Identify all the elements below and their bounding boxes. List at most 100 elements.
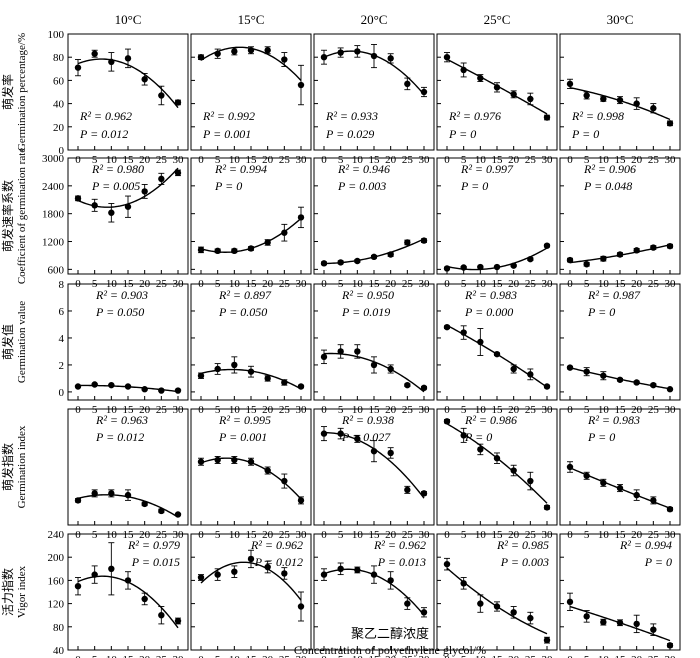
data-point (493, 263, 501, 271)
p-value-label: P = 0.005 (91, 179, 140, 193)
r-squared-label: R² = 0.998 (571, 109, 624, 123)
x-tick-label: 25 (525, 404, 537, 416)
data-point (91, 381, 98, 388)
x-tick-label: 25 (648, 529, 660, 541)
x-tick-label: 10 (106, 154, 118, 166)
data-point (174, 169, 182, 177)
x-tick-label: 15 (615, 529, 627, 541)
p-value-label: P = 0.019 (341, 305, 390, 319)
row-labels: 萌发率 Germination percentage/% 萌发速率系数 Coeffic… (0, 33, 28, 618)
x-tick-label: 0 (198, 654, 204, 658)
data-point (231, 568, 238, 575)
data-point (124, 55, 132, 62)
data-point (320, 353, 328, 361)
x-tick-label: 20 (508, 154, 520, 166)
p-value-label: P = 0.048 (583, 179, 632, 193)
data-point (566, 80, 574, 88)
data-point (214, 247, 221, 254)
data-point (493, 350, 501, 358)
data-point (281, 570, 288, 577)
x-tick-label: 0 (75, 654, 81, 658)
p-value-label: P = 0 (644, 555, 672, 569)
x-tick-label: 20 (508, 404, 520, 416)
x-tick-label: 30 (419, 154, 431, 166)
y-tick-label: 80 (53, 622, 65, 634)
data-point (370, 361, 378, 369)
r-squared-label: R² = 0.987 (587, 288, 641, 302)
column-titles: 10°C 15°C 20°C 25°C 30°C (115, 12, 634, 27)
panel-r0-c3: 0 5 10 15 20 25 30 R² = 0.976 P = 0 (436, 33, 558, 166)
x-tick-label: 20 (385, 154, 397, 166)
x-tick-label: 25 (402, 529, 414, 541)
x-tick-label: 25 (156, 529, 168, 541)
x-tick-label: 25 (156, 404, 168, 416)
p-value-label: P = 0.012 (95, 430, 144, 444)
data-point (616, 96, 624, 104)
x-tick-label: 25 (156, 154, 168, 166)
y-tick-label: 1800 (42, 209, 65, 221)
data-point (297, 497, 305, 504)
data-point (566, 598, 574, 606)
r-squared-label: R² = 0.906 (583, 162, 636, 176)
data-point (91, 490, 98, 497)
x-tick-label: 10 (598, 404, 610, 416)
x-tick-label: 30 (173, 154, 185, 166)
x-tick-label: 5 (92, 529, 98, 541)
x-tick-label: 10 (598, 529, 610, 541)
data-point (297, 603, 305, 610)
x-tick-label: 15 (123, 529, 135, 541)
p-value-label: P = 0.012 (254, 555, 303, 569)
data-point (158, 507, 165, 515)
x-tick-label: 10 (106, 654, 118, 658)
r-squared-label: R² = 0.976 (448, 109, 501, 123)
x-tick-label: 25 (402, 154, 414, 166)
x-tick-label: 30 (542, 154, 554, 166)
data-point (124, 577, 132, 584)
p-value-label: P = 0.050 (218, 305, 267, 319)
data-point (566, 256, 574, 264)
data-point (197, 246, 205, 254)
x-tick-label: 30 (542, 404, 554, 416)
x-tick-label: 5 (584, 529, 590, 541)
data-point (108, 381, 115, 389)
x-tick-label: 25 (279, 529, 291, 541)
data-point (174, 617, 182, 625)
data-point (231, 247, 238, 254)
x-tick-label: 30 (419, 529, 431, 541)
r-squared-label: R² = 0.962 (250, 538, 303, 552)
panel-r0-c4: 0 5 10 15 20 25 30 R² = 0.998 P = 0 (559, 33, 681, 166)
data-point (370, 447, 378, 455)
x-tick-label: 5 (338, 154, 344, 166)
data-point (387, 55, 394, 62)
column-title-3: 25°C (484, 12, 511, 27)
x-tick-label: 20 (508, 529, 520, 541)
data-point (666, 120, 674, 127)
x-tick-label: 10 (352, 154, 364, 166)
data-point (281, 56, 288, 63)
x-axis-title-cn: 聚乙二醇浓度 (351, 626, 429, 641)
data-point (281, 229, 288, 236)
x-tick-label: 15 (369, 529, 381, 541)
x-tick-label: 20 (385, 654, 397, 658)
p-value-label: P = 0.001 (218, 430, 267, 444)
data-point (197, 458, 205, 465)
p-value-label: P = 0 (587, 430, 615, 444)
data-point (616, 251, 624, 258)
x-tick-label: 10 (106, 529, 118, 541)
data-point (527, 371, 534, 378)
data-point (477, 338, 484, 346)
data-point (370, 253, 378, 261)
r-squared-label: R² = 0.983 (464, 288, 517, 302)
x-tick-label: 15 (615, 654, 627, 658)
data-point (247, 245, 255, 252)
p-value-label: P = 0.001 (202, 127, 251, 141)
data-point (510, 262, 517, 269)
y-tick-label: 3000 (42, 153, 65, 165)
data-point (616, 376, 624, 383)
data-point (460, 329, 467, 336)
data-point (527, 95, 534, 103)
x-tick-label: 15 (369, 404, 381, 416)
row-label-cn-4: 活力指数 (0, 568, 15, 616)
